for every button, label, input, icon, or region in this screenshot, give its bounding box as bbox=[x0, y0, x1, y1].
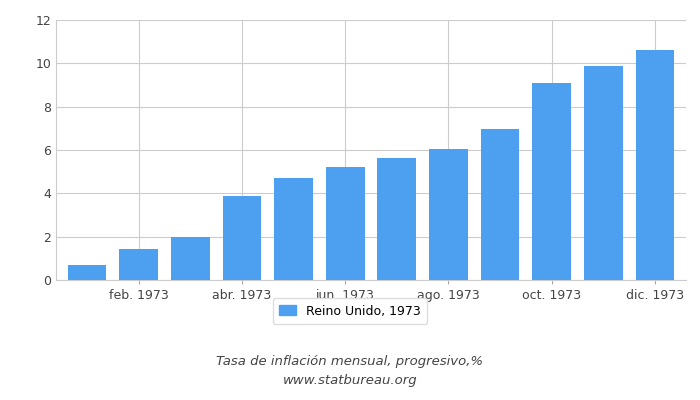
Bar bbox=[274, 178, 313, 280]
Bar bbox=[481, 130, 519, 280]
Bar bbox=[584, 66, 623, 280]
Bar bbox=[429, 149, 468, 280]
Bar bbox=[377, 158, 416, 280]
Bar bbox=[119, 248, 158, 280]
Bar bbox=[326, 167, 365, 280]
Text: Tasa de inflación mensual, progresivo,%: Tasa de inflación mensual, progresivo,% bbox=[216, 356, 484, 368]
Bar bbox=[636, 50, 674, 280]
Bar bbox=[171, 237, 209, 280]
Legend: Reino Unido, 1973: Reino Unido, 1973 bbox=[272, 298, 428, 324]
Bar bbox=[533, 83, 571, 280]
Text: www.statbureau.org: www.statbureau.org bbox=[283, 374, 417, 387]
Bar bbox=[223, 196, 261, 280]
Bar bbox=[68, 265, 106, 280]
